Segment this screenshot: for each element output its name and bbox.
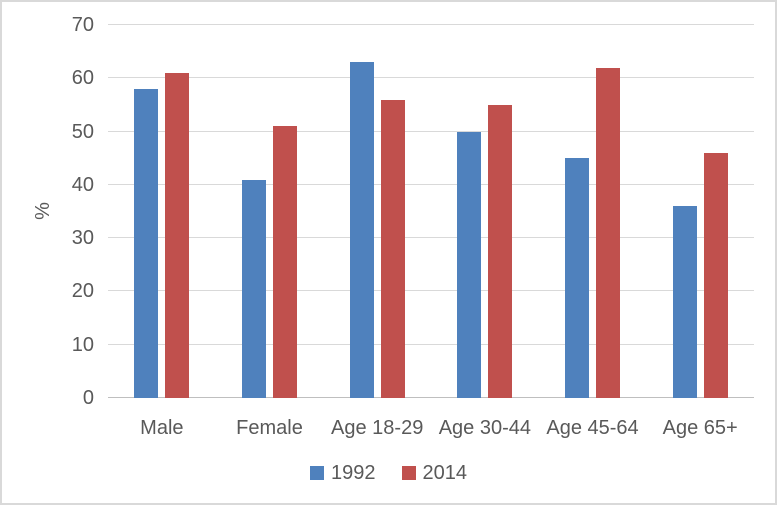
bar-1992 (672, 206, 697, 398)
y-axis-title: % (32, 202, 54, 220)
bar-2014 (703, 152, 728, 398)
legend-item-2014: 2014 (401, 461, 468, 485)
x-axis-label: Age 45-64 (546, 417, 639, 439)
legend: 1992 2014 (2, 461, 775, 485)
x-axis-label: Female (236, 417, 303, 439)
category-group (539, 25, 647, 398)
gridline (108, 24, 754, 25)
y-tick-label: 0 (82, 387, 94, 409)
x-axis-line (108, 397, 754, 398)
bar-1992 (349, 62, 374, 398)
x-axis-label: Age 18-29 (331, 417, 424, 439)
gridline (108, 130, 754, 132)
y-tick-label: 40 (71, 173, 94, 196)
x-axis-labels: Male Female Age 18-29 Age 30-44 Age 45-64 Age… (108, 415, 754, 441)
bar-2014 (380, 99, 405, 398)
x-axis-label: Male (140, 417, 184, 439)
bar-1992 (241, 179, 266, 398)
category-group (323, 25, 431, 398)
y-tick-label: 10 (71, 333, 94, 356)
y-tick-label: 50 (71, 120, 94, 143)
category-group (216, 25, 324, 398)
y-tick-label: 60 (71, 67, 94, 90)
bar-2014 (165, 72, 190, 398)
legend-label: 2014 (422, 462, 468, 484)
gridline (108, 290, 754, 292)
gridline (108, 77, 754, 79)
bar-2014 (272, 126, 297, 398)
legend-swatch-icon (401, 466, 416, 480)
category-group (646, 25, 754, 398)
legend-label: 1992 (331, 462, 376, 484)
bar-1992 (457, 131, 482, 398)
plot-area (108, 24, 754, 398)
x-axis-label: Age 65+ (662, 417, 738, 439)
bar-1992 (134, 88, 159, 398)
x-axis-label: Age 30-44 (438, 417, 531, 439)
y-tick-label: 20 (71, 280, 94, 303)
gridline (108, 183, 754, 185)
y-tick-label: 70 (71, 14, 94, 36)
category-group (108, 25, 216, 398)
gridline (108, 237, 754, 239)
category-group (431, 25, 539, 398)
legend-swatch-icon (310, 466, 324, 480)
bar-2014 (488, 104, 513, 398)
bar-2014 (595, 67, 620, 398)
gridline (108, 343, 754, 345)
legend-item-1992: 1992 (310, 461, 376, 485)
bar-1992 (564, 158, 589, 398)
y-tick-label: 30 (71, 227, 94, 250)
